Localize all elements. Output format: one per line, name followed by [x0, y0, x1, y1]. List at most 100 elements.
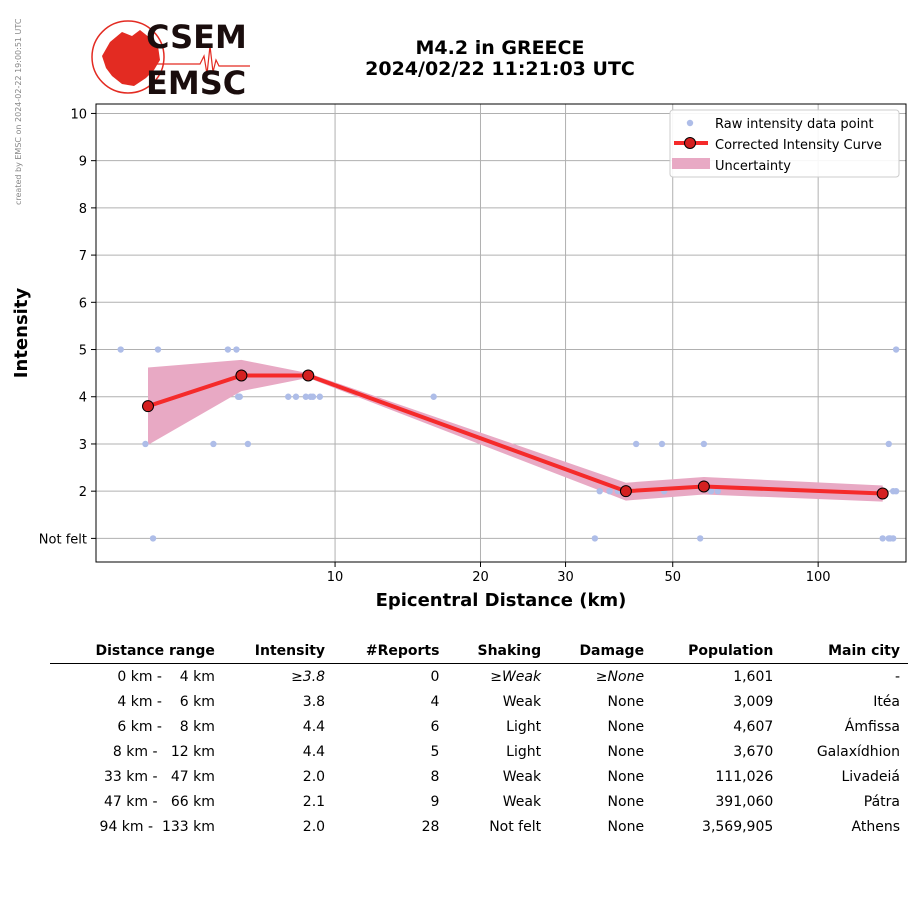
- table-row: 6 km - 8 km 4.4 6 Light None 4,607 Ámfissa: [50, 714, 908, 739]
- table-header-cell: Intensity: [222, 640, 334, 664]
- raw-data-point: [879, 535, 886, 542]
- raw-data-point: [224, 346, 232, 353]
- raw-data-point: [154, 346, 162, 353]
- raw-data-point: [714, 487, 722, 495]
- table-cell: ≥Weak: [490, 668, 542, 685]
- table-cell: 391,060: [715, 793, 774, 810]
- table-cell: 5: [430, 743, 440, 760]
- table-cell: None: [607, 743, 645, 760]
- table-cell: Not felt: [489, 818, 542, 835]
- raw-data-point: [707, 487, 715, 495]
- table-cell: Pátra: [863, 793, 900, 810]
- title-datetime: 2024/02/22 11:21:03 UTC: [365, 58, 635, 80]
- table-cell: 9: [430, 793, 440, 810]
- raw-data-point: [244, 440, 252, 448]
- table-row: 0 km - 4 km ≥3.8 0 ≥Weak ≥None 1,601 -: [50, 664, 908, 690]
- table-cell: 47 km - 66 km: [104, 793, 215, 810]
- table-cell: None: [607, 718, 645, 735]
- legend-label: Corrected Intensity Curve: [715, 138, 882, 153]
- legend-box: [669, 109, 900, 178]
- raw-data-point: [697, 535, 704, 542]
- table-header-cell: Damage: [549, 640, 653, 664]
- table-row: 47 km - 66 km 2.1 9 Weak None 391,060 Pátra: [50, 789, 908, 814]
- raw-data-point: [591, 535, 599, 542]
- table-cell: ≥3.8: [291, 668, 326, 685]
- table-cell: 3,569,905: [702, 818, 774, 835]
- table-header-cell: Shaking: [447, 640, 550, 664]
- raw-data-point: [892, 487, 900, 495]
- table-cell: 8 km - 12 km: [112, 743, 215, 760]
- table-cell: -: [894, 668, 900, 685]
- raw-data-point: [210, 440, 217, 448]
- table-cell: None: [607, 793, 645, 810]
- y-tick-label: 9: [79, 155, 87, 170]
- raw-data-point: [632, 440, 640, 448]
- y-tick-label: 2: [79, 485, 87, 500]
- y-tick-label: 8: [79, 202, 87, 217]
- table-header-row: Distance range Intensity #Reports Shaking Da…: [50, 640, 908, 664]
- curve-marker: [619, 485, 632, 498]
- table-cell: 8: [430, 768, 440, 785]
- table-cell: Weak: [502, 793, 542, 810]
- x-tick-label: 30: [557, 570, 574, 585]
- table-cell: Livadeiá: [841, 768, 900, 785]
- raw-data-point: [233, 346, 240, 353]
- raw-data-point: [292, 393, 300, 400]
- raw-data-point: [430, 393, 437, 400]
- table-cell: 3.8: [302, 693, 326, 710]
- y-tick-label: 6: [79, 296, 87, 311]
- table-cell: Athens: [851, 818, 900, 835]
- raw-data-point: [309, 393, 317, 400]
- legend-label: Raw intensity data point: [715, 117, 874, 132]
- uncertainty-band: [148, 359, 883, 502]
- y-tick-label: 5: [79, 344, 87, 359]
- legend-curve-marker: [684, 137, 696, 149]
- raw-data-point: [236, 393, 243, 400]
- legend-label: Uncertainty: [715, 159, 791, 174]
- table-cell: 3,009: [733, 693, 774, 710]
- table-cell: 2.0: [302, 768, 326, 785]
- logo-seismogram: [150, 45, 250, 75]
- table-cell: Itéa: [873, 693, 900, 710]
- table-body: 0 km - 4 km ≥3.8 0 ≥Weak ≥None 1,601 - 4 km - 6…: [50, 664, 908, 840]
- curve-marker: [302, 369, 315, 382]
- raw-data-point: [658, 440, 666, 448]
- table-cell: 4,607: [733, 718, 774, 735]
- table-cell: Light: [506, 743, 542, 760]
- table-cell: 2.0: [302, 818, 326, 835]
- plot-frame: [95, 103, 907, 563]
- y-tick-label: 3: [79, 438, 87, 453]
- intensity-table: Distance range Intensity #Reports Shaking Da…: [50, 640, 908, 839]
- table-header-cell: Distance range: [50, 640, 223, 664]
- raw-data-point: [596, 487, 603, 495]
- table-cell: Weak: [502, 768, 542, 785]
- logo-globe-ring: [91, 20, 165, 94]
- table-cell: None: [607, 693, 645, 710]
- raw-data-point: [700, 440, 708, 448]
- table-cell: 28: [421, 818, 440, 835]
- raw-data-point: [316, 393, 324, 400]
- table-cell: 0 km - 4 km: [117, 668, 215, 685]
- raw-data-point: [117, 346, 124, 353]
- intensity-chart: 10 20 30 50 100 Not felt 2 3 4 5 6 7 8 9 10 Epicentral …: [11, 103, 907, 611]
- table-cell: Weak: [502, 693, 542, 710]
- x-tick-label: 10: [327, 570, 344, 585]
- table-cell: 3,670: [733, 743, 774, 760]
- y-tick-label: 7: [79, 249, 87, 264]
- corrected-intensity-line: [147, 373, 883, 496]
- curve-marker: [697, 480, 710, 493]
- table-row: 33 km - 47 km 2.0 8 Weak None 111,026 Livadeiá: [50, 764, 908, 789]
- table-cell: 4: [430, 693, 440, 710]
- table-cell: 2.1: [302, 793, 326, 810]
- table-cell: 94 km - 133 km: [99, 818, 215, 835]
- raw-data-point: [889, 535, 897, 542]
- raw-data-point: [302, 393, 310, 400]
- table-row: 4 km - 6 km 3.8 4 Weak None 3,009 Itéa: [50, 689, 908, 714]
- x-tick-label: 100: [806, 570, 831, 585]
- raw-data-point: [885, 440, 892, 448]
- table-cell: 0: [430, 668, 440, 685]
- table-row: 8 km - 12 km 4.4 5 Light None 3,670 Galaxídhio…: [50, 739, 908, 764]
- curve-marker: [235, 369, 248, 382]
- y-tick-label: Not felt: [39, 532, 87, 547]
- table-cell: Galaxídhion: [816, 743, 900, 760]
